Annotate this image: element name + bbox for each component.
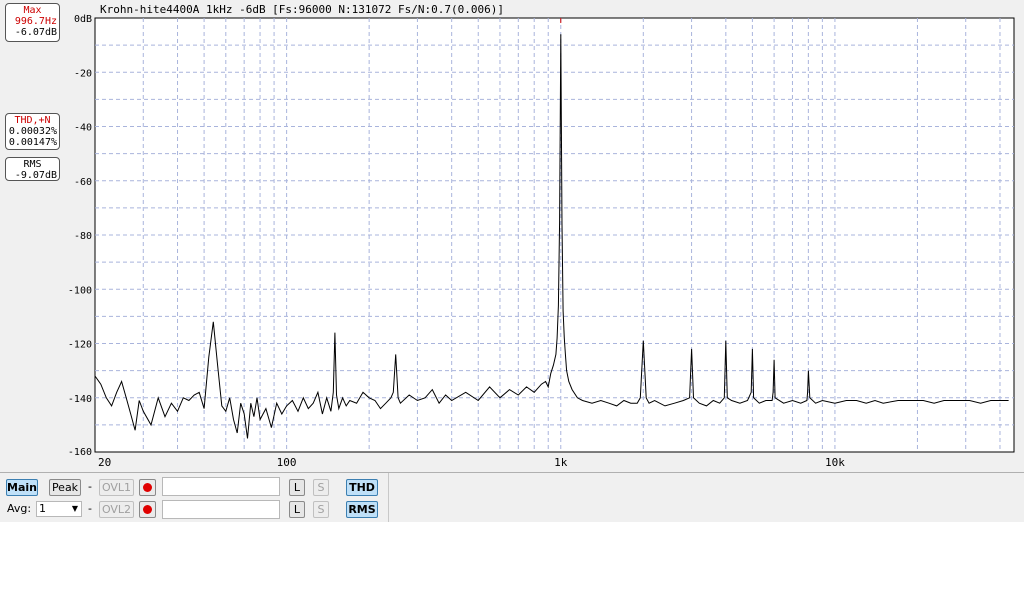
- avg-select[interactable]: 1 ▼: [36, 501, 82, 517]
- record-icon: [143, 505, 152, 514]
- l2-button[interactable]: L: [289, 501, 305, 518]
- record-icon: [143, 483, 152, 492]
- ovl1-dash: -: [88, 480, 92, 493]
- y-tick-label: -60: [74, 177, 92, 188]
- s2-button[interactable]: S: [313, 501, 329, 518]
- spectrum-trace: [94, 34, 1009, 439]
- record-button-1[interactable]: [139, 479, 156, 496]
- thd-button[interactable]: THD: [346, 479, 378, 496]
- x-tick-label: 1k: [554, 456, 568, 469]
- rms-value: -9.07dB: [14, 170, 57, 181]
- control-toolbar: Main Peak - OVL1 L S THD Avg: 1 ▼ - OVL2…: [0, 472, 1024, 522]
- plot-frame: [94, 17, 1015, 453]
- thdn-value: 0.00147%: [8, 137, 57, 148]
- rms-button[interactable]: RMS: [346, 501, 378, 518]
- main-button[interactable]: Main: [6, 479, 38, 496]
- max-readout: Max 996.7Hz -6.07dB: [5, 3, 60, 42]
- avg-label: Avg:: [7, 502, 32, 515]
- y-tick-label: -120: [68, 340, 92, 351]
- l1-button[interactable]: L: [289, 479, 305, 496]
- y-tick-label: -140: [68, 394, 92, 405]
- y-tick-label: 0dB: [74, 14, 92, 25]
- max-frequency: 996.7Hz: [14, 16, 57, 27]
- x-tick-label: 10k: [825, 456, 845, 469]
- x-tick-labels: 20 100 1k 10k: [98, 456, 845, 469]
- avg-value: 1: [39, 502, 46, 515]
- peak-button[interactable]: Peak: [49, 479, 81, 496]
- ovl2-indicator: OVL2: [99, 501, 134, 518]
- thd-readout: THD,+N 0.00032% 0.00147%: [5, 113, 60, 150]
- x-tick-label: 100: [277, 456, 297, 469]
- ovl1-indicator: OVL1: [99, 479, 134, 496]
- ovl2-field[interactable]: [162, 500, 280, 519]
- y-tick-labels: 0dB -20 -40 -60 -80 -100 -120 -140 -160: [68, 14, 92, 458]
- record-button-2[interactable]: [139, 501, 156, 518]
- rms-readout: RMS -9.07dB: [5, 157, 60, 181]
- ovl1-field[interactable]: [162, 477, 280, 496]
- toolbar-divider: [388, 473, 389, 522]
- thd-value: 0.00032%: [8, 126, 57, 137]
- chevron-down-icon: ▼: [71, 504, 78, 513]
- rms-label: RMS: [23, 159, 42, 170]
- max-level: -6.07dB: [14, 27, 57, 38]
- spectrum-chart: Krohn-hite4400A 1kHz -6dB [Fs:96000 N:13…: [68, 3, 1015, 469]
- s1-button[interactable]: S: [313, 479, 329, 496]
- x-tick-label: 20: [98, 456, 111, 469]
- grid-lines: [95, 18, 1014, 452]
- y-tick-label: -160: [68, 447, 92, 458]
- y-tick-label: -40: [74, 123, 92, 134]
- thd-label: THD,+N: [14, 115, 51, 126]
- chart-title: Krohn-hite4400A 1kHz -6dB [Fs:96000 N:13…: [100, 3, 504, 16]
- y-tick-label: -80: [74, 231, 92, 242]
- y-tick-label: -20: [74, 68, 92, 79]
- analyzer-window: Max 996.7Hz -6.07dB THD,+N 0.00032% 0.00…: [0, 0, 1024, 522]
- ovl2-dash: -: [88, 502, 92, 515]
- max-label: Max: [23, 5, 42, 16]
- y-tick-label: -100: [68, 285, 92, 296]
- plot-area: Max 996.7Hz -6.07dB THD,+N 0.00032% 0.00…: [5, 3, 1015, 469]
- spectrum-line: [94, 34, 1009, 439]
